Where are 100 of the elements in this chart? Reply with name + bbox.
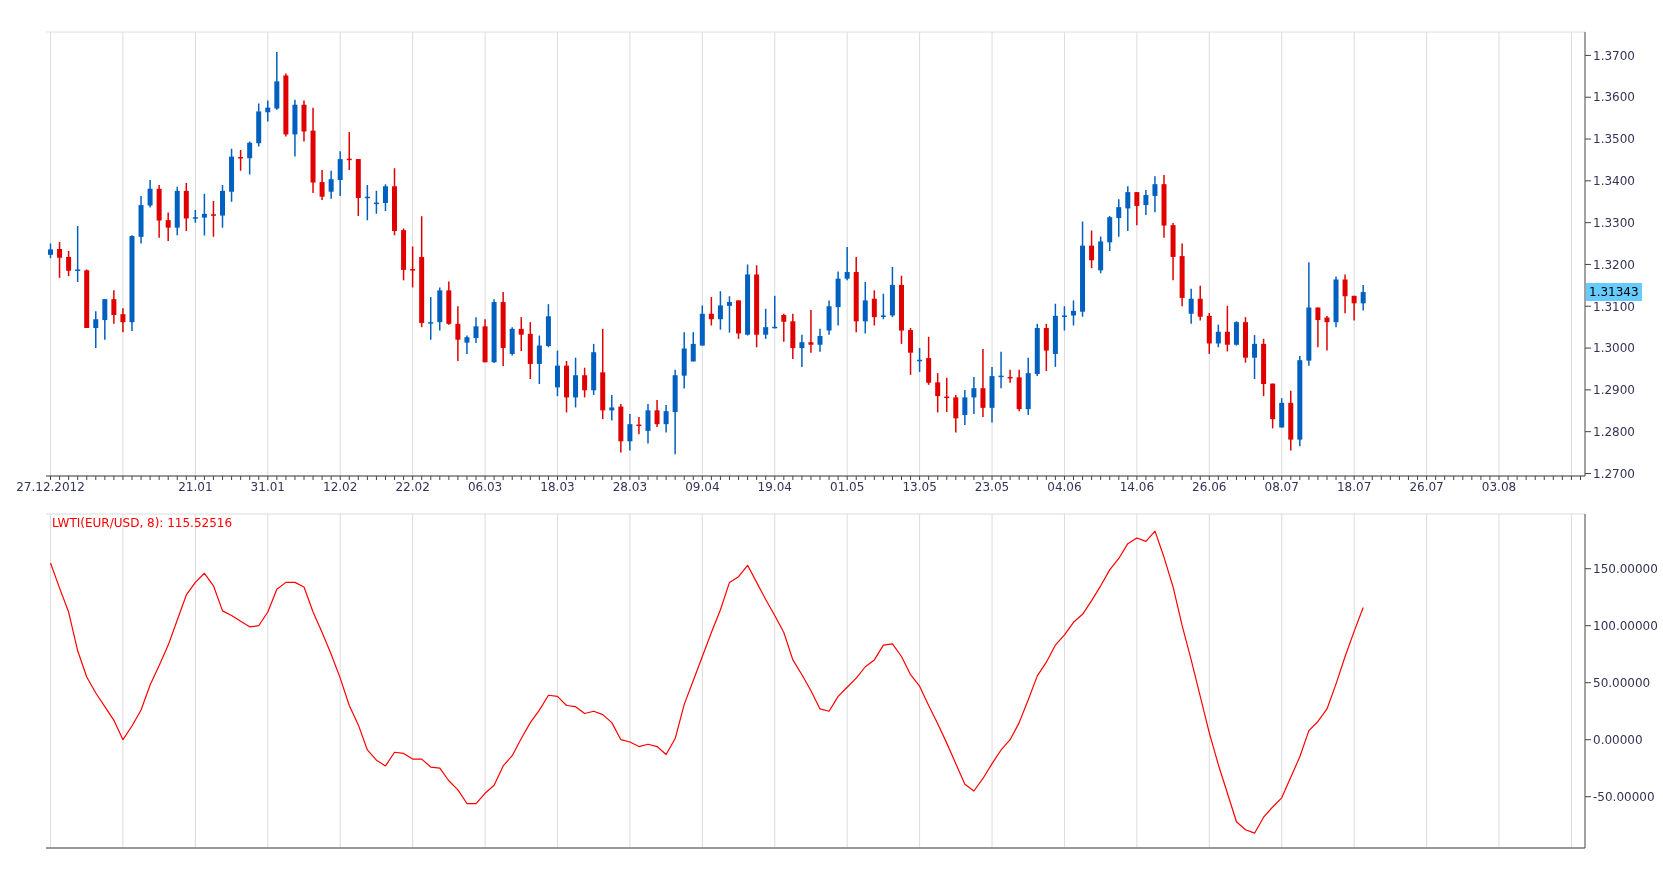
- candlestick: [844, 246, 850, 282]
- y-tick-label: 1.3400: [1593, 174, 1635, 189]
- candlestick: [1116, 198, 1122, 238]
- candlestick: [1252, 334, 1258, 380]
- candlestick: [337, 150, 343, 197]
- candlestick: [75, 225, 81, 283]
- candlestick: [962, 389, 968, 426]
- candlestick: [66, 250, 72, 277]
- candlestick: [971, 376, 977, 415]
- candlestick: [980, 348, 986, 418]
- candlestick: [554, 349, 560, 397]
- candlestick: [781, 313, 787, 343]
- candlestick: [1152, 175, 1158, 213]
- y-tick-label: 1.3000: [1593, 341, 1635, 356]
- candlestick: [1188, 287, 1194, 325]
- candlestick: [464, 334, 470, 355]
- chart-title: LWTI(EUR/USD, 8): 115.52516: [52, 516, 233, 530]
- candlestick: [102, 298, 108, 341]
- candlestick: [120, 307, 126, 333]
- y-tick-label: 1.2800: [1593, 424, 1635, 439]
- candlestick: [382, 183, 388, 212]
- candlestick: [1342, 273, 1348, 315]
- candlestick: [663, 404, 669, 434]
- candlestick: [536, 334, 542, 385]
- candlestick: [690, 331, 696, 363]
- candlestick: [1061, 305, 1067, 332]
- candlestick: [726, 295, 732, 334]
- candlestick: [582, 366, 588, 399]
- candlestick: [1233, 320, 1239, 347]
- y-tick-label: -50.00000: [1593, 789, 1655, 804]
- x-tick-label: 13.05: [902, 479, 937, 494]
- x-tick-label: 23.05: [974, 479, 1010, 494]
- y-tick-label: 150.00000: [1593, 561, 1658, 576]
- candlestick: [1197, 285, 1203, 322]
- candlestick: [57, 241, 63, 279]
- x-tick-label: 19.04: [757, 479, 792, 494]
- y-tick-label: 0.00000: [1593, 732, 1643, 747]
- candlestick: [1215, 323, 1221, 348]
- y-tick-label: 1.3300: [1593, 215, 1635, 230]
- candlestick: [880, 292, 886, 320]
- candlestick: [862, 281, 868, 335]
- candlestick: [93, 310, 99, 349]
- x-tick-label: 21.01: [178, 479, 213, 494]
- x-tick-label: 31.01: [250, 479, 285, 494]
- candlestick: [247, 140, 253, 176]
- candlestick: [953, 394, 959, 434]
- candlestick: [763, 308, 769, 340]
- x-tick-label: 28.03: [612, 479, 648, 494]
- candlestick: [1224, 305, 1230, 353]
- x-tick-label: 03.08: [1481, 479, 1517, 494]
- candlestick: [1089, 229, 1095, 269]
- candlestick: [210, 200, 216, 238]
- candlestick: [708, 296, 714, 327]
- candlestick: [410, 245, 416, 289]
- candlestick: [147, 179, 153, 209]
- x-tick-label: 18.07: [1336, 479, 1372, 494]
- y-tick-label: 1.3600: [1593, 90, 1635, 105]
- candlestick: [319, 169, 325, 201]
- candlestick: [654, 399, 660, 428]
- candlestick: [609, 394, 615, 422]
- candlestick: [518, 316, 524, 352]
- candlestick: [1360, 284, 1366, 312]
- candlestick: [111, 289, 117, 325]
- candlestick: [473, 316, 479, 344]
- candlestick: [165, 211, 171, 242]
- candlestick: [573, 356, 579, 409]
- y-tick-label: 50.00000: [1593, 675, 1651, 690]
- y-tick-label: 1.2900: [1593, 383, 1635, 398]
- y-tick-label: 1.3700: [1593, 48, 1635, 63]
- candlestick: [1143, 189, 1149, 216]
- candlestick: [627, 413, 633, 452]
- candlestick: [1134, 191, 1140, 226]
- candlestick: [238, 149, 244, 172]
- x-tick-label: 01.05: [830, 479, 865, 494]
- candlestick: [201, 193, 207, 237]
- candlestick: [799, 333, 805, 368]
- x-tick-label: 08.07: [1264, 479, 1299, 494]
- x-tick-label: 27.12.2012: [16, 479, 85, 494]
- candlestick: [328, 170, 334, 200]
- candlestick: [871, 289, 877, 327]
- candlestick: [1043, 323, 1049, 372]
- y-tick-label: 100.00000: [1593, 618, 1658, 633]
- x-tick-label: 06.03: [467, 479, 503, 494]
- y-tick-label: 1.3200: [1593, 257, 1635, 272]
- y-tick-label: 1.3500: [1593, 132, 1635, 147]
- line-series: [49, 530, 1364, 834]
- x-tick-label: 12.02: [323, 479, 358, 494]
- candlestick: [645, 403, 651, 445]
- x-tick-label: 26.07: [1409, 479, 1444, 494]
- candlestick: [1315, 306, 1321, 348]
- candlestick: [808, 309, 814, 354]
- x-tick-label: 04.06: [1047, 479, 1082, 494]
- candlestick: [935, 372, 941, 414]
- candlestick: [1351, 295, 1357, 322]
- candlestick: [1125, 185, 1131, 232]
- candlestick: [455, 305, 461, 362]
- candlestick: [908, 327, 914, 376]
- candlestick: [817, 328, 823, 353]
- x-tick-label: 26.06: [1192, 479, 1227, 494]
- text: 1.31343: [1586, 283, 1642, 302]
